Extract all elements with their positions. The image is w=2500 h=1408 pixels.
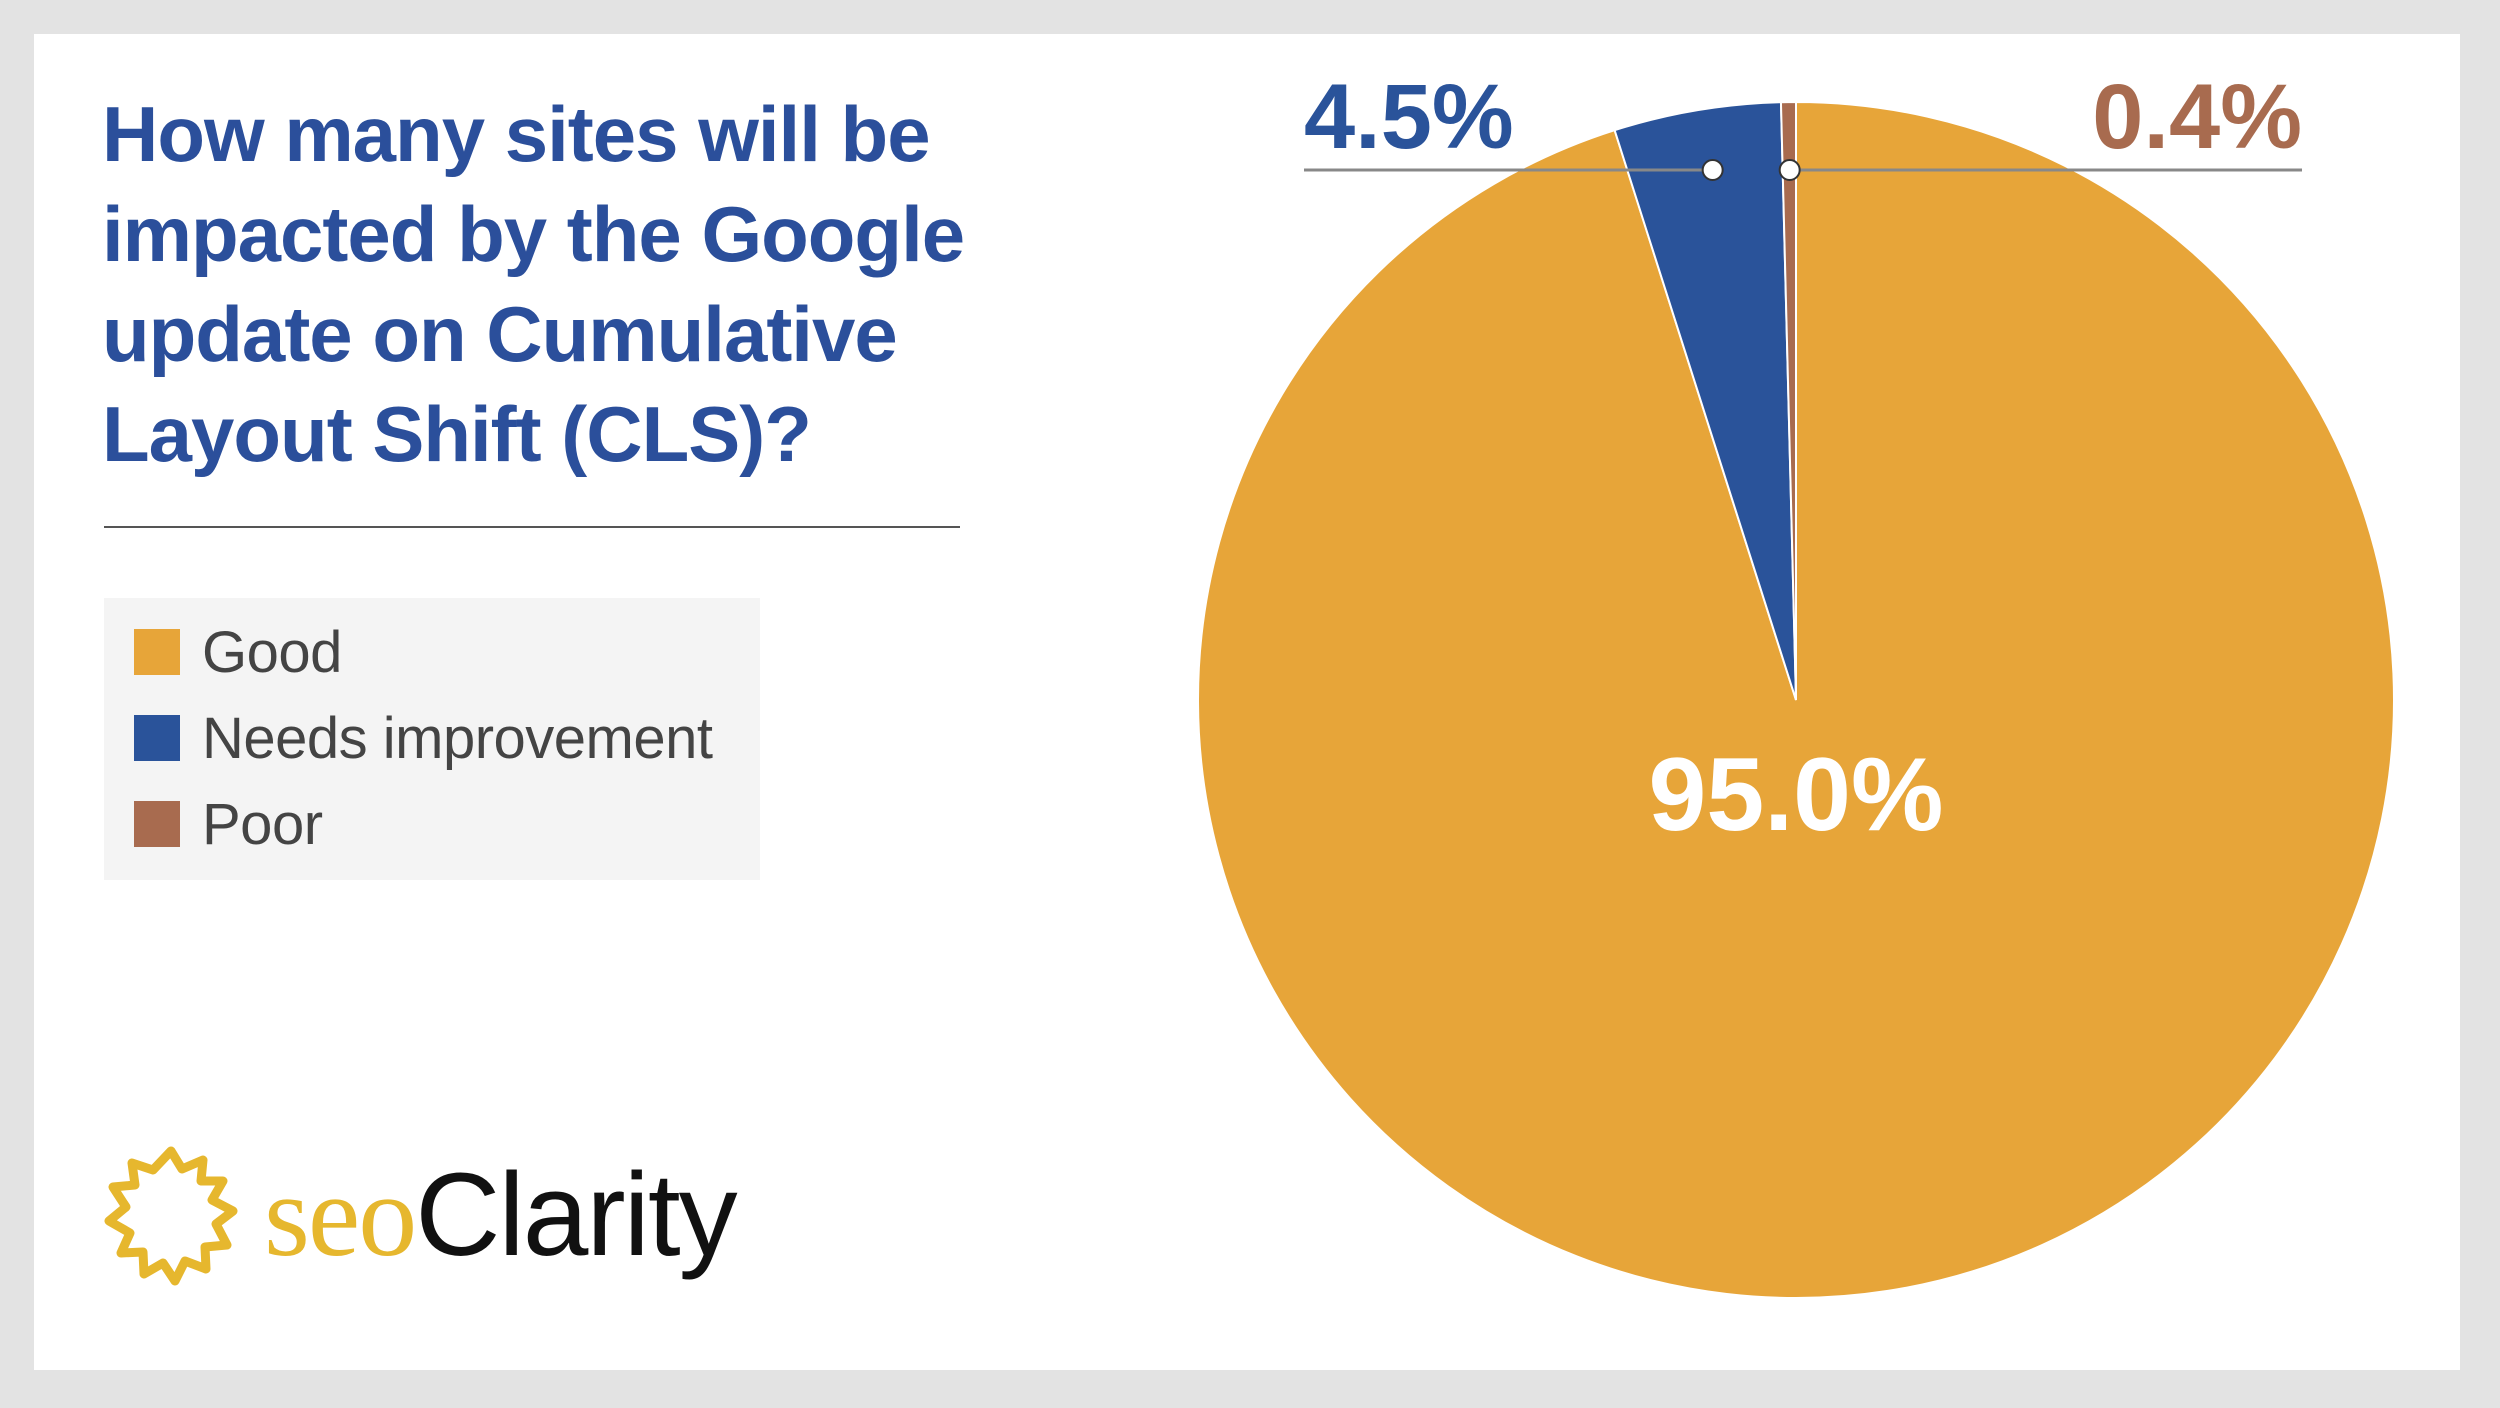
legend-swatch-poor bbox=[134, 801, 180, 847]
legend-item-needs-improvement: Needs improvement bbox=[134, 706, 713, 771]
leader-dot-needs-improvement bbox=[1701, 159, 1724, 181]
logo-seo-text: seo bbox=[264, 1149, 417, 1281]
legend-label-good: Good bbox=[202, 619, 342, 685]
pie-slice-needs-improvement bbox=[1613, 101, 1797, 701]
data-label-poor: 0.4% bbox=[2092, 66, 2302, 168]
legend-swatch-needs-improvement bbox=[134, 715, 180, 761]
logo-clarity-text: Clarity bbox=[415, 1148, 737, 1281]
data-label-good: 95.0% bbox=[1649, 737, 1944, 853]
pie-slice-poor bbox=[1779, 100, 1797, 701]
legend-label-poor: Poor bbox=[202, 791, 323, 857]
chart-legend: Good Needs improvement Poor bbox=[104, 598, 760, 880]
legend-item-poor: Poor bbox=[134, 792, 323, 857]
legend-label-needs-improvement: Needs improvement bbox=[202, 705, 713, 771]
legend-item-good: Good bbox=[134, 620, 342, 685]
title-divider bbox=[104, 526, 960, 528]
seoclarity-logo: seoClarity bbox=[96, 1140, 738, 1290]
chart-title: How many sites will be impacted by the G… bbox=[102, 90, 965, 478]
sun-burst-icon bbox=[104, 1146, 238, 1286]
data-label-needs-improvement: 4.5% bbox=[1304, 66, 1514, 168]
legend-swatch-good bbox=[134, 629, 180, 675]
pie-slice-good bbox=[1197, 100, 2395, 1299]
leader-dot-poor bbox=[1778, 159, 1801, 181]
